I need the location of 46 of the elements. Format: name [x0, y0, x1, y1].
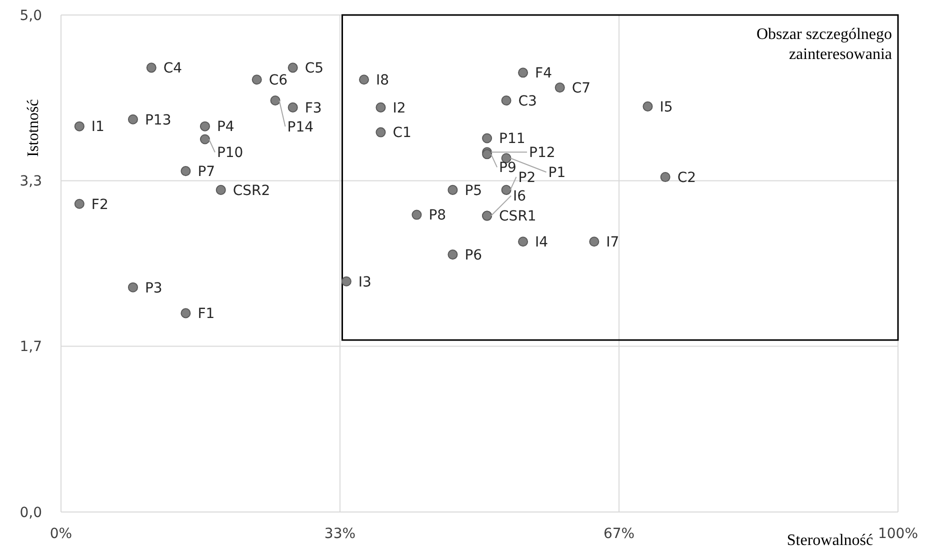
data-label: C3 [518, 93, 537, 110]
y-tick-label: 3,3 [20, 174, 42, 190]
x-axis-title: Sterowalność [786, 532, 874, 549]
data-label: I7 [606, 234, 620, 251]
data-label: I6 [513, 188, 526, 205]
data-label: I2 [392, 100, 406, 116]
data-label: F4 [535, 66, 552, 82]
data-label: I5 [660, 99, 673, 116]
x-tick-label: 0% [50, 526, 72, 542]
data-label: I8 [376, 72, 390, 89]
data-label: F1 [198, 306, 215, 322]
data-label: C4 [163, 60, 182, 77]
data-label: P3 [144, 280, 162, 296]
x-tick-label: 100% [878, 526, 918, 542]
data-label: F3 [304, 100, 322, 116]
data-label: C6 [268, 72, 288, 89]
data-label: C7 [572, 80, 591, 96]
y-axis-title: Istotność [25, 99, 42, 157]
data-label: P2 [518, 170, 536, 186]
data-label: P4 [216, 119, 234, 136]
y-tick-label: 5,0 [20, 8, 42, 24]
x-tick-label: 33% [324, 526, 356, 542]
data-label: F2 [91, 196, 108, 213]
data-label: P12 [529, 145, 556, 162]
annotation: Obszar szczególnego zainteresowania [756, 26, 892, 63]
data-label: P9 [499, 160, 516, 176]
data-label: P1 [548, 165, 566, 182]
data-label: I3 [358, 274, 372, 290]
data-label: P7 [198, 164, 216, 180]
data-label: C2 [677, 170, 696, 186]
y-tick-label: 0,0 [20, 504, 42, 521]
data-label: P11 [499, 131, 526, 148]
data-label: C5 [304, 60, 324, 77]
data-label: P10 [216, 145, 244, 162]
data-label: CSR1 [499, 208, 536, 225]
data-label: I4 [535, 234, 548, 251]
y-tick-label: 1,7 [20, 339, 42, 356]
data-label: P5 [464, 182, 482, 199]
data-label: C1 [392, 125, 412, 142]
data-label: CSR2 [232, 182, 270, 199]
x-tick-label: 67% [603, 526, 635, 542]
data-label: P8 [428, 208, 446, 224]
data-label: I1 [91, 119, 104, 136]
data-label: P14 [287, 119, 314, 136]
data-label: P13 [144, 112, 172, 128]
data-label: P6 [464, 247, 482, 264]
